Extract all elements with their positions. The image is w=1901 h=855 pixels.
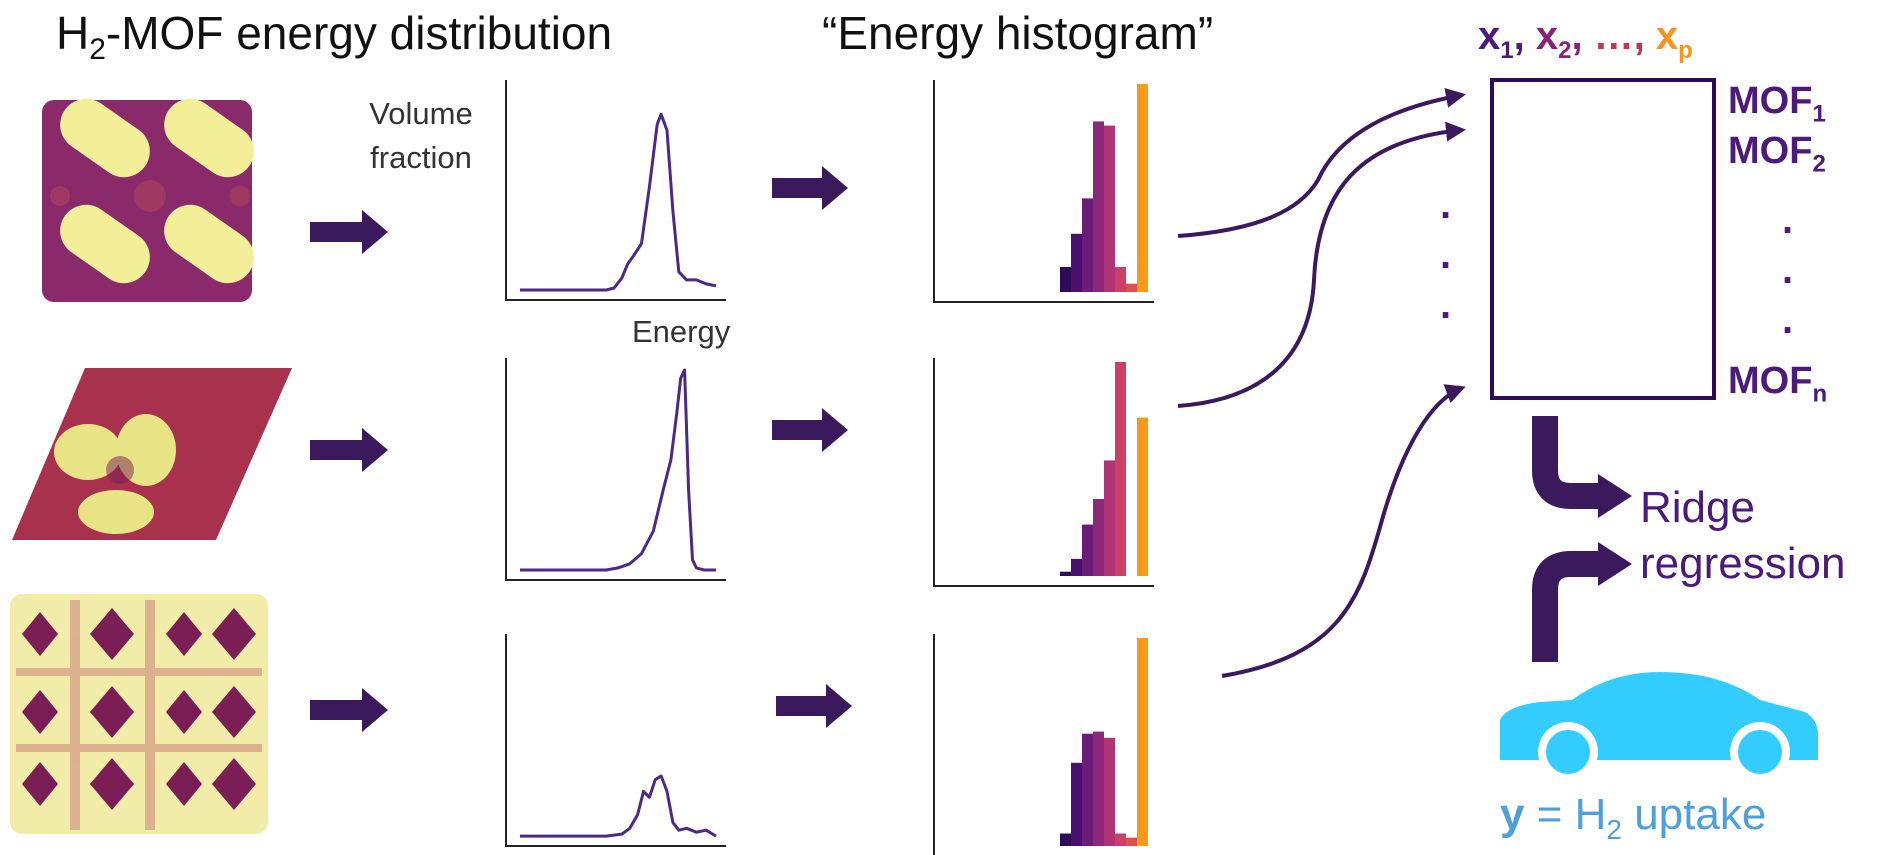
histogram-bar — [1137, 84, 1148, 292]
connector-arrow-3 — [1221, 384, 1466, 678]
mof-structure-image-3 — [10, 594, 268, 834]
target-label: y = H2 uptake — [1500, 790, 1767, 845]
energy-histogram-3 — [933, 634, 1154, 855]
histogram-bar — [1137, 417, 1148, 576]
ellipsis-dots-right: ... — [1782, 198, 1794, 342]
model-label: Ridge regression — [1640, 483, 1846, 588]
plot-axes — [933, 80, 1154, 303]
block-arrow-icon — [310, 428, 388, 472]
histogram-bar — [1115, 362, 1126, 576]
bent-arrow-down-icon — [1532, 416, 1600, 509]
heading-energy-distribution: H2-MOF energy distribution — [56, 7, 613, 67]
histogram-bar — [1060, 267, 1071, 292]
histogram-bar — [1126, 837, 1137, 846]
histogram-bar — [1060, 571, 1071, 576]
energy-histogram-1 — [933, 80, 1154, 303]
heading-energy-histogram: “Energy histogram” — [822, 7, 1214, 59]
histogram-bar — [1093, 731, 1104, 846]
histogram-bar — [1104, 460, 1115, 576]
feature-matrix — [1490, 78, 1716, 400]
row-label-mof-2: MOF2 — [1728, 130, 1826, 178]
feature-header: x1, x2, …, xp — [1478, 14, 1693, 64]
histogram-bar — [1093, 121, 1104, 293]
histogram-bar — [1104, 125, 1115, 292]
histogram-bar — [1126, 283, 1137, 292]
histogram-bar — [1082, 733, 1093, 846]
x-axis-label: Energy — [632, 314, 731, 349]
distribution-plot-2 — [505, 358, 726, 581]
histogram-bar — [1071, 558, 1082, 576]
ellipsis-dots-left: ... — [1440, 183, 1452, 327]
plot-axes — [933, 358, 1154, 587]
bent-arrow-up-icon — [1532, 551, 1600, 662]
distribution-curve — [520, 774, 717, 838]
block-arrow-icon — [776, 684, 852, 728]
row-label-mof-1: MOF1 — [1728, 80, 1826, 128]
histogram-bar — [1115, 267, 1126, 292]
distribution-plot-1 — [505, 80, 726, 301]
histogram-bar — [1137, 638, 1148, 846]
block-arrow-icon — [772, 408, 848, 452]
block-arrow-icon — [310, 210, 388, 254]
histogram-bar — [1093, 499, 1104, 576]
connector-arrow-1 — [1177, 88, 1466, 238]
bent-arrow-up-head — [1598, 542, 1632, 586]
histogram-bar — [1060, 833, 1071, 846]
histogram-bar — [1071, 762, 1082, 846]
plot-axes — [505, 634, 726, 847]
block-arrow-icon — [310, 688, 388, 732]
mof-structure-image-1 — [42, 98, 254, 302]
energy-histogram-2 — [933, 358, 1154, 587]
plot-axes — [505, 358, 726, 581]
plot-axes — [505, 80, 726, 301]
histogram-bar — [1115, 833, 1126, 846]
bent-arrow-down-head — [1598, 474, 1632, 518]
distribution-curve — [520, 368, 716, 572]
block-arrow-icon — [772, 166, 848, 210]
y-axis-label: Volume fraction — [369, 96, 473, 175]
plot-axes — [933, 634, 1154, 855]
distribution-plot-3 — [505, 634, 726, 847]
row-label-mof-n: MOFn — [1728, 360, 1828, 408]
car-icon — [1500, 672, 1818, 782]
histogram-bar — [1082, 198, 1093, 292]
matrix-border — [1490, 78, 1716, 400]
connector-arrow-2 — [1177, 121, 1466, 408]
histogram-bar — [1104, 737, 1115, 846]
mof-structure-image-2 — [12, 368, 292, 540]
histogram-bar — [1071, 233, 1082, 292]
histogram-bar — [1082, 524, 1093, 576]
distribution-curve — [520, 112, 717, 292]
